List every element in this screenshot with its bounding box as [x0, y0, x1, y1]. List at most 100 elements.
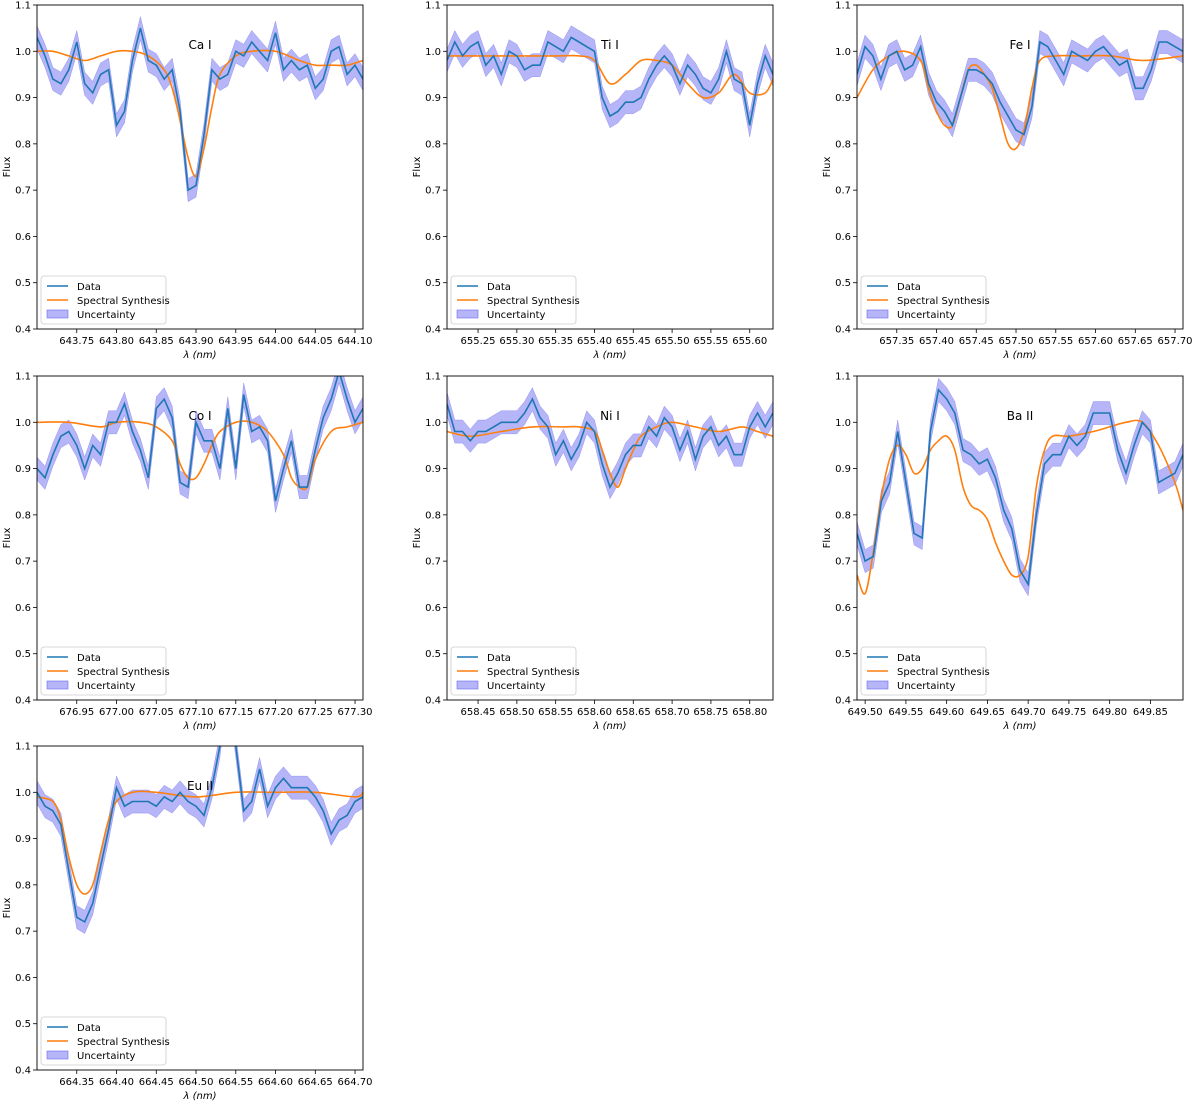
- y-tick-label: 0.7: [835, 186, 851, 197]
- panel-co-i: 0.4 0.5 0.6 0.7 0.8 0.9 1.0 1.1 676.95 677.00 677.…: [2, 372, 373, 733]
- legend-unc-label: Uncertainty: [487, 310, 546, 321]
- plot-area: [857, 377, 1183, 597]
- x-tick-label: 657.40: [919, 336, 954, 347]
- y-tick-label: 0.6: [425, 232, 441, 243]
- x-tick-label: 664.45: [139, 1077, 174, 1088]
- data-line: [857, 40, 1183, 136]
- legend-unc-swatch: [456, 680, 479, 690]
- element-label: Co I: [188, 409, 211, 423]
- panel-ti-i: 0.4 0.5 0.6 0.7 0.8 0.9 1.0 1.1 655.25 655.30 655.…: [412, 1, 774, 361]
- x-tick-label: 658.80: [732, 707, 767, 718]
- y-tick-label: 0.9: [15, 93, 31, 104]
- y-tick-label: 0.5: [425, 278, 441, 289]
- x-tick-label: 677.10: [179, 707, 214, 718]
- y-tick-label: 1.0: [15, 47, 31, 58]
- x-tick-label: 649.55: [888, 707, 923, 718]
- legend-synth-label: Spectral Synthesis: [487, 667, 580, 678]
- element-label: Eu II: [187, 779, 213, 793]
- x-tick-label: 677.05: [139, 707, 174, 718]
- axes-frame: [446, 4, 774, 330]
- y-tick-label: 0.4: [835, 325, 851, 336]
- y-tick-label: 0.9: [425, 93, 441, 104]
- y-tick-label: 0.7: [425, 557, 441, 568]
- y-tick-label: 0.4: [425, 696, 441, 707]
- synthesis-line: [447, 421, 773, 488]
- legend-unc-swatch: [46, 309, 69, 319]
- x-tick-label: 643.95: [218, 336, 253, 347]
- panel-eu-ii: 0.4 0.5 0.6 0.7 0.8 0.9 1.0 1.1 664.35 664.40 664.…: [2, 742, 373, 1103]
- plot-area: [37, 16, 363, 203]
- legend-synth-label: Spectral Synthesis: [77, 296, 170, 307]
- y-tick-label: 1.0: [15, 788, 31, 799]
- x-tick-label: 677.00: [99, 707, 134, 718]
- legend-box: [40, 275, 167, 325]
- x-axis-label: λ (nm): [183, 350, 217, 361]
- legend-data-label: Data: [897, 282, 921, 293]
- y-tick-label: 0.9: [15, 834, 31, 845]
- x-tick-label: 664.60: [258, 1077, 293, 1088]
- panel-ni-i: 0.4 0.5 0.6 0.7 0.8 0.9 1.0 1.1 658.45 658.50 658.…: [412, 372, 774, 732]
- x-tick-label: 649.60: [929, 707, 964, 718]
- x-tick-label: 658.65: [616, 707, 651, 718]
- y-tick-label: 1.1: [425, 372, 441, 383]
- legend-unc-label: Uncertainty: [897, 681, 956, 692]
- element-label: Fe I: [1010, 38, 1031, 52]
- x-tick-label: 664.40: [99, 1077, 134, 1088]
- plot-area: [447, 25, 773, 137]
- x-tick-label: 655.60: [732, 336, 767, 347]
- y-tick-label: 0.8: [15, 139, 31, 150]
- x-tick-label: 649.75: [1051, 707, 1086, 718]
- x-tick-label: 658.55: [538, 707, 573, 718]
- legend-unc-label: Uncertainty: [77, 1051, 136, 1062]
- x-tick-label: 657.55: [1038, 336, 1073, 347]
- legend-data-label: Data: [487, 282, 511, 293]
- y-tick-label: 1.0: [15, 418, 31, 429]
- x-tick-label: 657.60: [1078, 336, 1113, 347]
- legend-box: [450, 275, 577, 325]
- panel-ca-i: 0.4 0.5 0.6 0.7 0.8 0.9 1.0 1.1 643.75 643.80 643.…: [2, 1, 373, 362]
- legend-box: [450, 646, 577, 696]
- y-axis-label: Flux: [822, 528, 833, 549]
- x-axis-label: λ (nm): [593, 350, 627, 361]
- plot-area: [447, 387, 773, 500]
- y-axis-label: Flux: [2, 898, 13, 919]
- legend-unc-swatch: [46, 1050, 69, 1060]
- x-tick-label: 664.55: [218, 1077, 253, 1088]
- y-tick-label: 0.5: [425, 649, 441, 660]
- data-line: [37, 376, 363, 502]
- x-tick-label: 658.75: [693, 707, 728, 718]
- x-tick-label: 643.80: [99, 336, 134, 347]
- x-tick-label: 644.05: [298, 336, 333, 347]
- y-tick-label: 0.8: [425, 139, 441, 150]
- x-tick-label: 655.55: [693, 336, 728, 347]
- element-label: Ti I: [600, 38, 619, 52]
- x-tick-label: 649.85: [1133, 707, 1168, 718]
- x-tick-label: 657.45: [959, 336, 994, 347]
- y-tick-label: 1.1: [15, 742, 31, 753]
- y-tick-label: 0.4: [15, 696, 31, 707]
- legend-synth-label: Spectral Synthesis: [487, 296, 580, 307]
- x-tick-label: 643.90: [179, 336, 214, 347]
- x-tick-label: 643.85: [139, 336, 174, 347]
- y-tick-label: 0.5: [15, 649, 31, 660]
- y-tick-label: 1.0: [835, 418, 851, 429]
- y-tick-label: 0.6: [835, 603, 851, 614]
- y-tick-label: 0.7: [425, 186, 441, 197]
- x-tick-label: 649.80: [1092, 707, 1127, 718]
- y-tick-label: 0.4: [15, 1066, 31, 1077]
- legend-box: [860, 275, 987, 325]
- uncertainty-band: [447, 387, 773, 500]
- legend-data-label: Data: [77, 282, 101, 293]
- x-tick-label: 664.35: [59, 1077, 94, 1088]
- y-tick-label: 0.8: [425, 510, 441, 521]
- y-tick-label: 0.6: [15, 973, 31, 984]
- x-tick-label: 658.70: [655, 707, 690, 718]
- element-label: Ba II: [1007, 409, 1033, 423]
- x-tick-label: 658.50: [499, 707, 534, 718]
- axes-frame: [856, 4, 1184, 330]
- x-tick-label: 658.60: [577, 707, 612, 718]
- x-tick-label: 655.50: [655, 336, 690, 347]
- y-tick-label: 0.6: [15, 603, 31, 614]
- data-line: [37, 27, 363, 192]
